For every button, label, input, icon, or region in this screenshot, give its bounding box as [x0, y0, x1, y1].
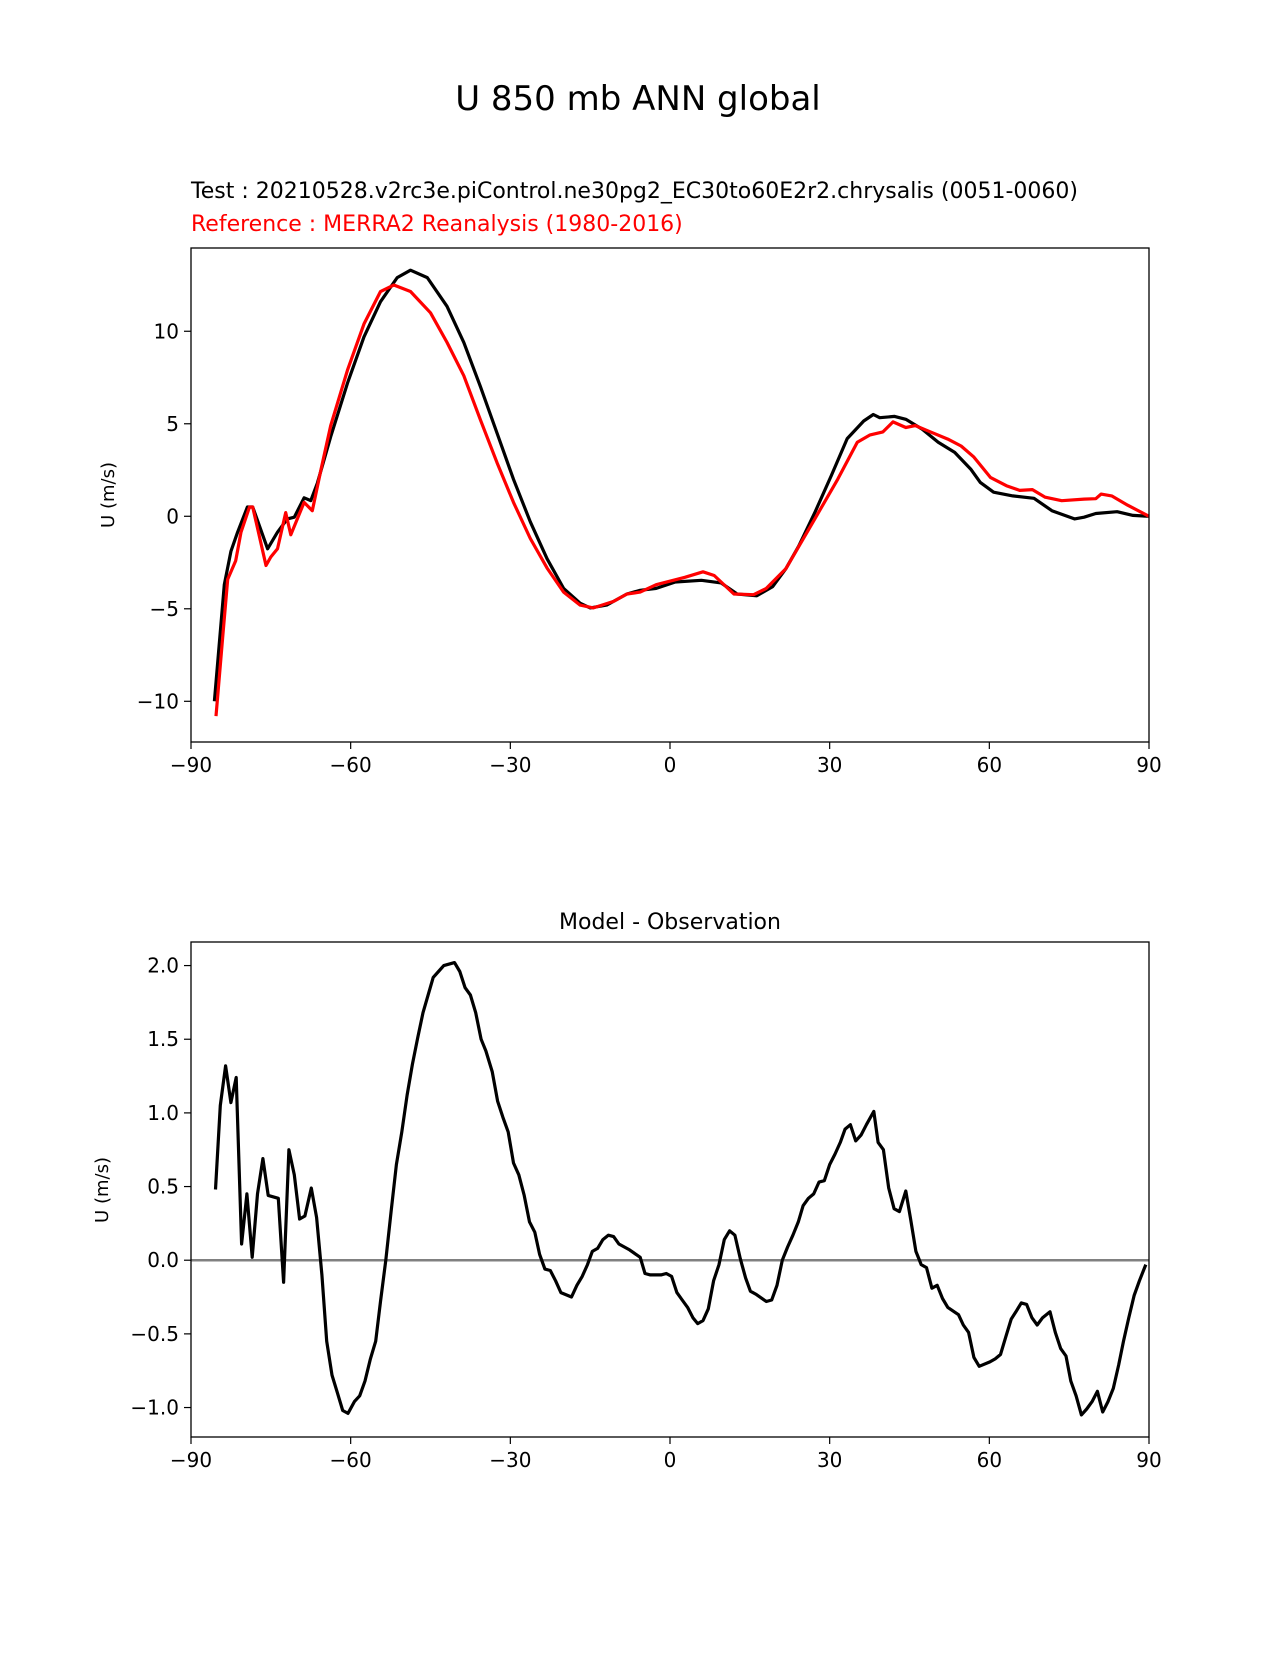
y-tick-label: 0.5 [147, 1175, 179, 1199]
series-line-test [212, 268, 1150, 702]
reference-subtitle: Reference : MERRA2 Reanalysis (1980-2016… [191, 212, 683, 237]
x-tick-label: 0 [664, 1448, 677, 1472]
y-axis-label: U (m/s) [92, 1157, 113, 1223]
x-tick-label: −90 [170, 753, 212, 777]
series-line-reference [214, 283, 1150, 717]
y-tick-label: 5 [166, 412, 179, 436]
x-tick-label: −60 [330, 753, 372, 777]
x-tick-label: 30 [817, 753, 842, 777]
x-tick-label: −90 [170, 1448, 212, 1472]
x-tick-label: 90 [1136, 1448, 1161, 1472]
y-tick-label: 1.5 [147, 1027, 179, 1051]
diff-subtitle: Model - Observation [559, 910, 781, 935]
y-tick-label: −0.5 [130, 1322, 179, 1346]
x-tick-label: 60 [977, 1448, 1002, 1472]
x-tick-label: 60 [977, 753, 1002, 777]
x-tick-label: −60 [330, 1448, 372, 1472]
plot-frame [190, 247, 1150, 743]
x-tick-label: −30 [489, 1448, 531, 1472]
y-tick-label: 1.0 [147, 1101, 179, 1125]
bottom-panel: Model - Observation U (m/s) −90 −60 −30 0 30… [92, 910, 1162, 1472]
x-tick-label: −30 [489, 753, 531, 777]
y-tick-label: 10 [154, 319, 179, 343]
series-lines [191, 960, 1149, 1417]
y-tick-label: 0.0 [147, 1248, 179, 1272]
y-tick-label: −5 [150, 597, 179, 621]
plot-frame [190, 941, 1150, 1438]
y-tick-label: −1.0 [130, 1396, 179, 1420]
axis-ticks: −90 −60 −30 0 30 60 90 −10 −5 0 5 10 [137, 319, 1162, 777]
top-panel: Test : 20210528.v2rc3e.piControl.ne30pg2… [98, 179, 1162, 777]
y-tick-label: 2.0 [147, 954, 179, 978]
y-axis-label: U (m/s) [98, 462, 119, 528]
axis-ticks: −90 −60 −30 0 30 60 90 −1.0 −0.5 0.0 0.5 1.0 1.5 2.0 [130, 954, 1161, 1472]
series-lines [212, 268, 1150, 717]
y-tick-label: 0 [166, 504, 179, 528]
series-line-model-observation [213, 960, 1148, 1417]
x-tick-label: 0 [664, 753, 677, 777]
y-tick-label: −10 [137, 689, 179, 713]
x-tick-label: 90 [1136, 753, 1161, 777]
figure-title: U 850 mb ANN global [455, 79, 821, 119]
x-tick-label: 30 [817, 1448, 842, 1472]
test-subtitle: Test : 20210528.v2rc3e.piControl.ne30pg2… [190, 179, 1078, 204]
